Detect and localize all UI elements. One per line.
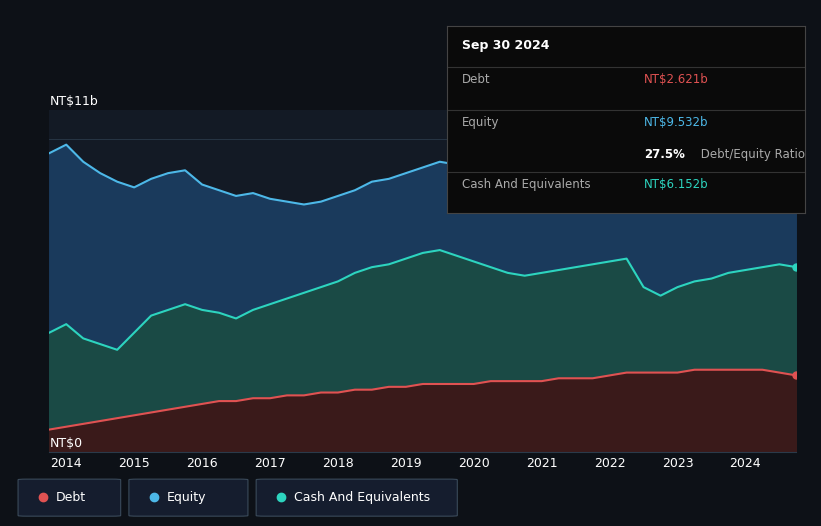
Text: Debt: Debt [56,491,86,503]
Text: NT$2.621b: NT$2.621b [644,73,709,86]
Text: NT$9.532b: NT$9.532b [644,116,709,129]
FancyBboxPatch shape [256,479,457,516]
Text: Cash And Equivalents: Cash And Equivalents [294,491,430,503]
Text: Debt/Equity Ratio: Debt/Equity Ratio [698,148,805,160]
Text: Cash And Equivalents: Cash And Equivalents [461,178,590,190]
Text: Sep 30 2024: Sep 30 2024 [461,39,549,53]
Text: Equity: Equity [461,116,499,129]
Text: Equity: Equity [167,491,206,503]
FancyBboxPatch shape [18,479,121,516]
Text: NT$0: NT$0 [49,437,82,450]
FancyBboxPatch shape [129,479,248,516]
Text: NT$11b: NT$11b [49,95,98,108]
Text: NT$6.152b: NT$6.152b [644,178,709,190]
Text: Debt: Debt [461,73,490,86]
Text: 27.5%: 27.5% [644,148,685,160]
